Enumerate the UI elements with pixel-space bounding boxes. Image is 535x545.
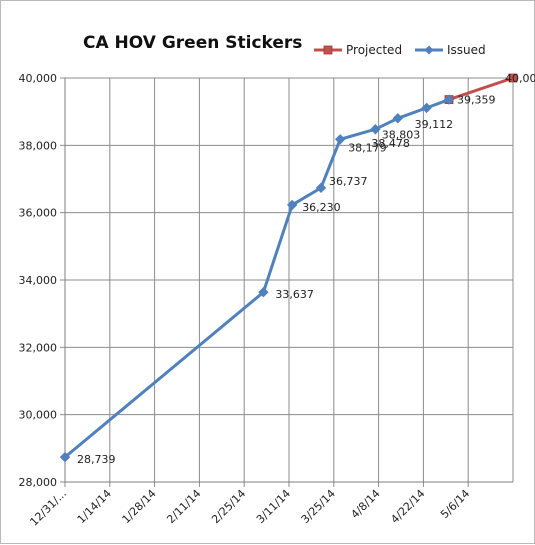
data-point-issued: [334, 134, 346, 145]
x-tick-label: 1/28/14: [120, 487, 159, 526]
x-tick-label: 12/31/...: [27, 487, 69, 529]
y-tick-label: 36,000: [19, 207, 58, 220]
data-point-issued: [59, 451, 71, 463]
data-label: 33,637: [275, 288, 314, 301]
legend-label-issued: Issued: [447, 43, 486, 57]
data-label: 40,000: [505, 72, 535, 85]
data-label: 38,179: [348, 141, 387, 154]
y-axis-ticks: 28,000 30,000 32,000 34,000 36,000 38,000 40,0…: [19, 72, 58, 489]
legend: Projected Issued: [314, 43, 486, 57]
data-point-issued: [258, 287, 269, 298]
y-tick-label: 28,000: [19, 476, 58, 489]
data-label: 39,112: [415, 118, 454, 131]
data-point-issued: [443, 94, 455, 105]
series-line-issued: [64, 98, 450, 459]
y-tick-label: 38,000: [19, 139, 58, 152]
data-point-issued: [392, 113, 404, 124]
data-label: 36,230: [302, 201, 341, 214]
data-point-issued: [421, 102, 432, 114]
data-point-projected: [508, 73, 518, 83]
x-tick-label: 4/8/14: [348, 487, 382, 521]
x-tick-label: 3/25/14: [299, 487, 338, 526]
series-line-projected: [448, 76, 514, 102]
y-tick-label: 40,000: [19, 72, 58, 85]
gridlines: [64, 77, 514, 483]
y-tick-label: 30,000: [19, 409, 58, 422]
data-label: 39,359: [457, 94, 496, 107]
x-tick-label: 4/22/14: [388, 487, 427, 526]
x-tick-label: 5/6/14: [438, 487, 472, 521]
x-axis-ticks: 12/31/... 1/14/14 1/28/14 2/11/14 2/25/14 3/1…: [27, 487, 472, 529]
axes: [60, 77, 513, 487]
y-tick-label: 32,000: [19, 341, 58, 354]
y-tick-label: 34,000: [19, 274, 58, 287]
data-labels: 40,000 28,739 33,637 36,230 36,737 38,17938,4…: [77, 72, 535, 466]
legend-label-projected: Projected: [346, 43, 402, 57]
x-tick-label: 2/11/14: [164, 487, 203, 526]
data-point-issued: [286, 199, 298, 211]
legend-marker-projected: [323, 45, 333, 55]
x-tick-label: 1/14/14: [75, 487, 114, 526]
data-point-issued: [370, 124, 381, 135]
chart-title: CA HOV Green Stickers: [83, 33, 302, 53]
series-group: [59, 73, 518, 463]
data-label: 38,478: [371, 137, 410, 150]
x-tick-label: 3/11/14: [254, 487, 293, 526]
data-label: 36,737: [329, 175, 368, 188]
data-label: 38,803: [382, 128, 421, 141]
data-point-issued: [315, 182, 327, 194]
x-tick-label: 2/25/14: [209, 487, 248, 526]
data-label: 28,739: [77, 453, 116, 466]
legend-marker-issued: [424, 45, 434, 55]
